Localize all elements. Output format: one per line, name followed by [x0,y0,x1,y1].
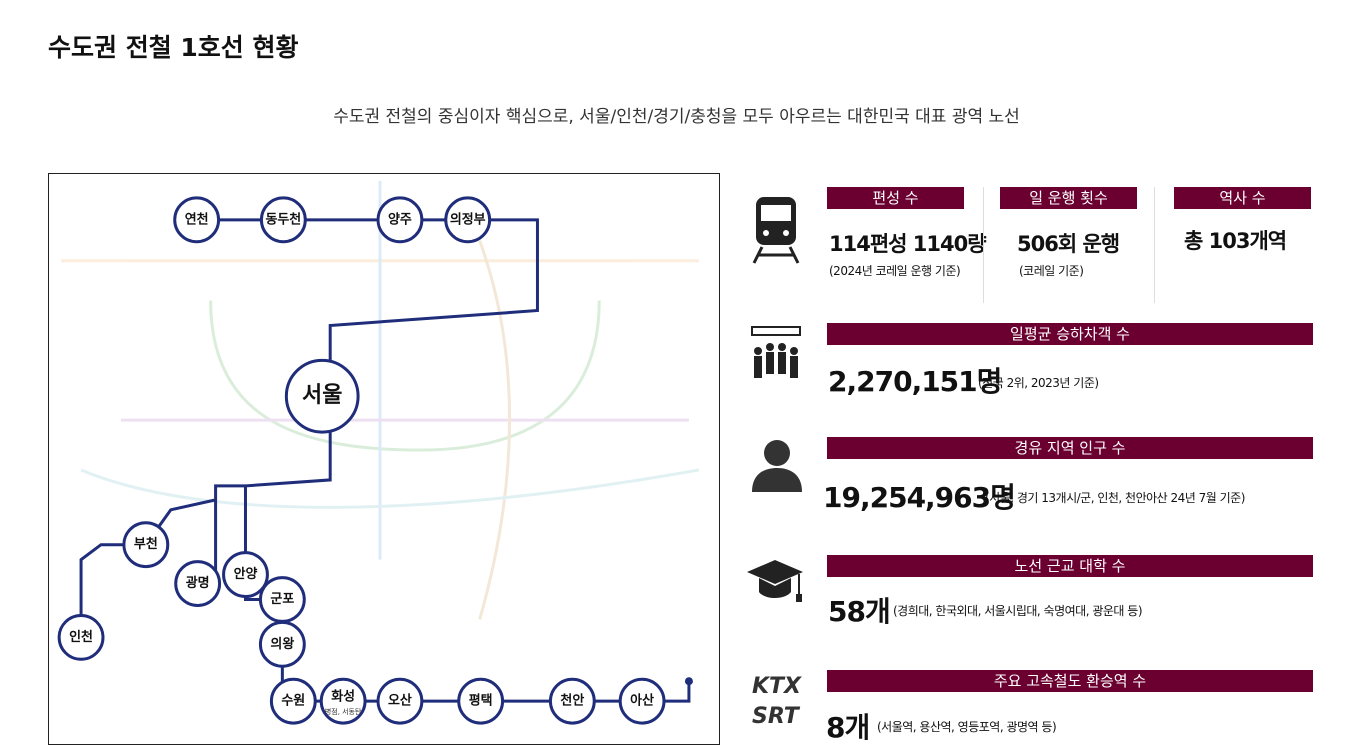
stat-note: (2024년 코레일 운행 기준) [829,264,961,278]
station-sublabel: 병점, 서동탄 [325,707,362,716]
divider [1154,187,1155,303]
stat-header: 편성 수 [827,187,964,209]
station-label: 부천 [134,537,158,552]
passengers-icon [751,326,801,378]
stat-header: 일평균 승하차객 수 [827,323,1313,345]
stat-value: 506회 운행 [1017,232,1120,256]
stat-header: 주요 고속철도 환승역 수 [827,670,1313,692]
station-label: 군포 [270,592,294,607]
station-circle [258,620,306,668]
station-label: 연천 [185,212,209,227]
background-lines [61,180,700,620]
station-circle [57,613,105,661]
terminus [684,677,693,686]
stat-header: 경유 지역 인구 수 [827,437,1313,459]
train-icon [752,197,800,264]
page-title: 수도권 전철 1호선 현황 [48,33,299,62]
station-label: 동두천 [265,212,301,227]
station-circle [457,677,505,725]
stat-note: (경희대, 한국외대, 서울시립대, 숙명여대, 광운대 등) [893,604,1143,618]
station-label: 양주 [388,212,412,227]
line-1-branch [79,484,246,638]
station-label: 아산 [630,693,654,709]
page-subtitle: 수도권 전철의 중심이자 핵심으로, 서울/인천/경기/충청을 모두 아우르는 … [333,107,1020,127]
station-label: 천안 [560,693,584,709]
srt-logo: SRT [752,704,799,729]
station-circle [444,196,492,244]
station-circle [174,560,222,607]
station-label: 안양 [234,566,258,582]
station-circle [618,677,666,725]
station-label: 인천 [69,629,93,645]
stat-value: 19,254,963명 [823,481,1016,514]
stat-header: 일 운행 횟수 [1000,187,1137,209]
station-circle [319,677,367,725]
person-icon [752,440,802,492]
stat-header: 역사 수 [1174,187,1311,209]
station-label: 광명 [186,575,210,591]
station-circle [122,521,170,569]
station-circle [259,196,307,244]
station-circle [269,677,317,725]
stat-note: (코레일 기준) [1019,264,1084,278]
station-label: 의왕 [270,636,294,652]
station-circle [173,196,221,244]
stat-value: 총 103개역 [1184,229,1287,253]
station-label: 화성 [331,689,355,705]
stat-value: 2,270,151명 [828,365,1002,398]
station-label: 평택 [469,693,493,709]
graduation-icon [747,560,803,602]
station-label: 의정부 [450,211,486,227]
station-circle [376,677,424,725]
stat-note: (서울, 경기 13개시/군, 인천, 천안아산 24년 7월 기준) [985,491,1245,505]
stat-header: 노선 근교 대학 수 [827,555,1313,577]
station-circle [376,196,424,244]
station-label: 수원 [281,694,305,709]
station-circle [284,358,360,434]
station-circle [548,677,596,725]
stat-value: 8개 [826,711,870,744]
stat-note: (전국 2위, 2023년 기준) [978,376,1099,390]
stat-value: 58개 [828,595,891,628]
divider [983,187,984,303]
stat-value: 114편성 1140량 [829,232,987,256]
station-circle [222,551,269,599]
stat-note: (서울역, 용산역, 영등포역, 광명역 등) [877,720,1057,734]
station-label: 서울 [302,383,342,408]
station-label: 오산 [388,693,412,709]
ktx-logo: KTX [752,674,802,699]
